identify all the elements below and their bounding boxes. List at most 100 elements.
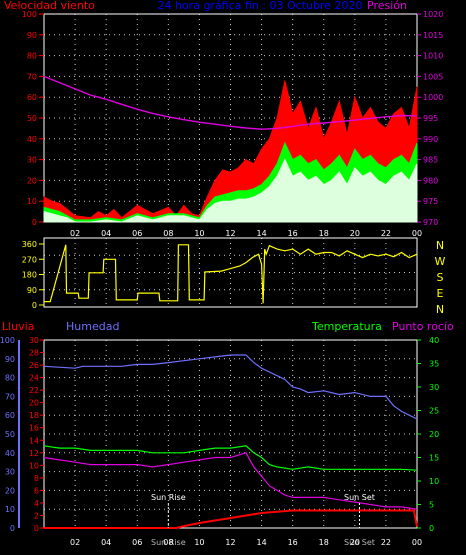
direction-tick-label: 180 (22, 271, 37, 280)
rain-tick-label: 24 (29, 374, 39, 383)
wind-x-tick-label: 00 (412, 229, 422, 238)
direction-chart-frame (43, 237, 418, 308)
humidity-tick-label: 50 (5, 430, 15, 439)
wind-speed-tick-label: 70 (27, 72, 37, 81)
direction-chart-grid (44, 238, 417, 307)
rain-tick-label: 0 (34, 524, 39, 533)
rain-tick-label: 2 (34, 511, 39, 520)
rain-tick-label: 14 (29, 436, 39, 445)
temperature-axis-label: Temperatura (311, 320, 382, 333)
wind-speed-tick-label: 80 (27, 52, 37, 61)
humidity-ticks: 0 10 20 30 40 50 60 70 80 90 100 (0, 336, 20, 533)
rain-tick-label: 28 (29, 349, 39, 358)
climate-x-tick-label: 06 (132, 538, 142, 547)
wind-speed-tick-label: 90 (27, 31, 37, 40)
sun-annotations: Sun Rise Sun Rise Sun Set Sun Set (151, 493, 375, 547)
wind-speed-tick-label: 100 (22, 10, 37, 19)
humidity-tick-label: 100 (0, 336, 15, 345)
temperature-tick-label: 40 (429, 336, 439, 345)
humidity-tick-label: 30 (5, 468, 15, 477)
climate-x-tick-label: 02 (70, 538, 80, 547)
pressure-tick-label: 990 (423, 135, 438, 144)
wind-speed-tick-label: 40 (27, 135, 37, 144)
climate-x-tick-label: 04 (101, 538, 111, 547)
rain-line (44, 509, 418, 529)
rain-tick-label: 8 (34, 474, 39, 483)
wind-speed-tick-label: 0 (32, 218, 37, 227)
humidity-tick-label: 70 (5, 392, 15, 401)
compass-label: E (437, 287, 444, 300)
humidity-tick-label: 60 (5, 411, 15, 420)
sun-event-sublabel: Sun Set (344, 538, 375, 547)
pressure-tick-label: 1015 (423, 31, 443, 40)
temperature-tick-label: 10 (429, 477, 439, 486)
pressure-tick-label: 1005 (423, 72, 443, 81)
wind-x-tick-label: 10 (194, 229, 204, 238)
wind-x-tick-label: 06 (132, 229, 142, 238)
rain-tick-label: 4 (34, 499, 39, 508)
temperature-tick-label: 15 (429, 454, 439, 463)
climate-x-tick-label: 08 (163, 538, 173, 547)
wind-x-tick-label: 18 (319, 229, 329, 238)
compass-label: W (435, 255, 446, 268)
temperature-ticks: 0 5 10 15 20 25 30 35 40 (417, 336, 439, 533)
dewpoint-axis-label: Punto rocío (392, 320, 454, 333)
pressure-tick-label: 995 (423, 114, 438, 123)
pressure-line (43, 75, 418, 130)
sun-event-label: Sun Rise (151, 493, 186, 502)
dewpoint-line (43, 452, 418, 510)
wind-speed-tick-label: 20 (27, 176, 37, 185)
climate-x-tick-label: 22 (381, 538, 391, 547)
temperature-tick-label: 20 (429, 430, 439, 439)
climate-x-tick-label: 16 (288, 538, 298, 547)
climate-chart-grid (44, 340, 417, 528)
rain-tick-label: 26 (29, 361, 39, 370)
rain-axis-label: Lluvia (2, 320, 34, 333)
climate-x-tick-label: 18 (319, 538, 329, 547)
rain-tick-label: 12 (29, 449, 39, 458)
humidity-axis-label: Humedad (66, 320, 119, 333)
wind-x-tick-label: 02 (70, 229, 80, 238)
wind-x-tick-label: 12 (225, 229, 235, 238)
humidity-tick-label: 40 (5, 449, 15, 458)
rain-tick-label: 30 (29, 336, 39, 345)
wind-direction-line (44, 244, 418, 304)
wind-speed-tick-label: 60 (27, 93, 37, 102)
wind-min-area (43, 158, 418, 223)
humidity-line (43, 354, 418, 420)
climate-chart-series (43, 354, 418, 529)
climate-x-tick-label: 14 (256, 538, 266, 547)
temperature-line (43, 445, 418, 471)
direction-tick-label: 360 (22, 240, 37, 249)
temperature-tick-label: 35 (429, 360, 439, 369)
wind-x-tick-label: 14 (256, 229, 266, 238)
temperature-tick-label: 25 (429, 407, 439, 416)
humidity-tick-label: 80 (5, 374, 15, 383)
pressure-tick-label: 1010 (423, 52, 443, 61)
pressure-tick-label: 975 (423, 197, 438, 206)
compass-label: S (437, 271, 444, 284)
temperature-tick-label: 0 (429, 524, 434, 533)
sun-event-sublabel: Sun Rise (151, 538, 186, 547)
wind-chart-x-ticks: 02 04 06 08 10 12 14 16 18 20 22 00 (70, 229, 422, 238)
wind-speed-tick-label: 30 (27, 156, 37, 165)
wind-speed-tick-label: 10 (27, 197, 37, 206)
rain-tick-label: 10 (29, 461, 39, 470)
climate-x-tick-label: 20 (350, 538, 360, 547)
rain-tick-label: 22 (29, 386, 39, 395)
wind-chart-series (43, 75, 418, 223)
wind-x-tick-label: 20 (350, 229, 360, 238)
sun-event-label: Sun Set (344, 493, 375, 502)
rain-tick-label: 20 (29, 399, 39, 408)
humidity-tick-label: 10 (5, 505, 15, 514)
wind-speed-ticks: 0 10 20 30 40 50 60 70 80 90 100 (22, 10, 44, 227)
climate-x-tick-label: 00 (412, 538, 422, 547)
direction-tick-label: 0 (32, 301, 37, 310)
pressure-tick-label: 1020 (423, 10, 443, 19)
climate-x-tick-label: 10 (194, 538, 204, 547)
rain-tick-label: 18 (29, 411, 39, 420)
humidity-tick-label: 20 (5, 486, 15, 495)
chart-title: 24 hora gráfica fin : 03 Octubre 2020 (157, 0, 362, 12)
pressure-tick-label: 980 (423, 176, 438, 185)
